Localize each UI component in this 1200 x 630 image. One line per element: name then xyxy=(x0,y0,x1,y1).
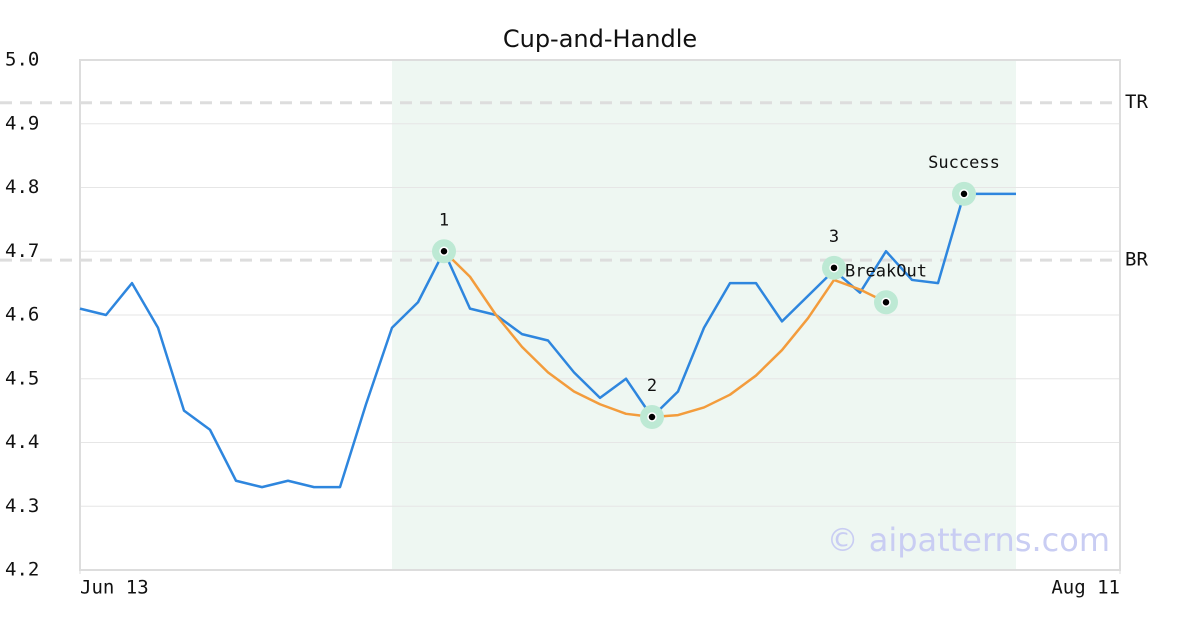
annotation-label: BreakOut xyxy=(845,261,927,281)
y-tick-label: 4.6 xyxy=(5,304,39,326)
y-tick-label: 4.9 xyxy=(5,112,39,134)
y-tick-label: 5.0 xyxy=(5,49,39,71)
y-tick-label: 4.5 xyxy=(5,367,39,389)
level-label: TR xyxy=(1125,91,1148,113)
y-tick-label: 4.2 xyxy=(5,559,39,581)
pattern-point xyxy=(881,297,891,307)
annotation-label: 3 xyxy=(829,227,839,247)
x-tick-label: Jun 13 xyxy=(80,577,149,599)
chart-title: Cup-and-Handle xyxy=(503,25,697,53)
y-tick-label: 4.8 xyxy=(5,176,39,198)
pattern-point xyxy=(959,189,969,199)
pattern-point xyxy=(439,246,449,256)
annotation-label: Success xyxy=(928,153,1000,173)
series-line xyxy=(443,250,887,419)
plot-frame xyxy=(79,59,1121,571)
y-tick-label: 4.7 xyxy=(5,240,39,262)
watermark: © aipatterns.com xyxy=(827,521,1110,559)
pattern-point xyxy=(829,263,839,273)
annotation-label: 2 xyxy=(647,376,657,396)
level-label: BR xyxy=(1125,249,1148,271)
annotation-label: 1 xyxy=(439,210,449,230)
pattern-point xyxy=(647,412,657,422)
y-tick-label: 4.3 xyxy=(5,495,39,517)
y-tick-label: 4.4 xyxy=(5,431,39,453)
x-tick-label: Aug 11 xyxy=(1051,577,1120,599)
series-line xyxy=(79,192,1016,489)
